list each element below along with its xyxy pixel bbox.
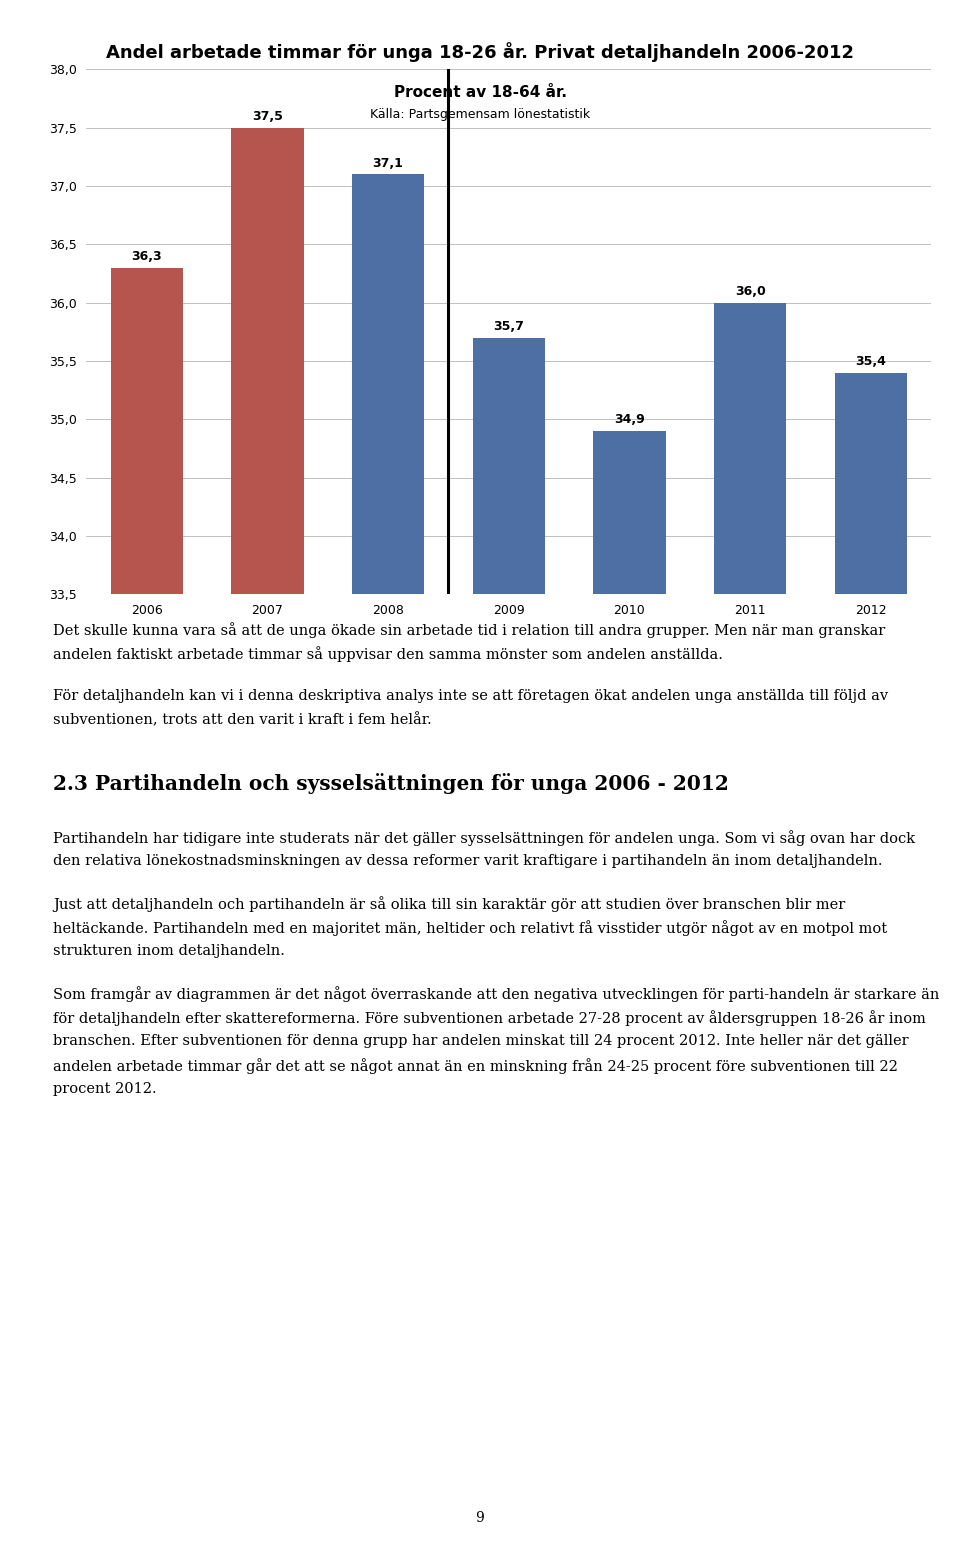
Text: Procent av 18-64 år.: Procent av 18-64 år.	[394, 85, 566, 100]
Text: 9: 9	[475, 1512, 485, 1525]
Bar	[714, 303, 786, 594]
Text: andelen arbetade timmar går det att se något annat än en minskning från 24-25 pr: andelen arbetade timmar går det att se n…	[53, 1058, 898, 1075]
Text: Källa: Partsgemensam lönestatistik: Källa: Partsgemensam lönestatistik	[370, 108, 590, 120]
Text: 36,3: 36,3	[132, 250, 162, 262]
Bar	[231, 128, 303, 594]
Text: procent 2012.: procent 2012.	[53, 1082, 156, 1096]
Text: 37,1: 37,1	[372, 157, 403, 170]
Bar	[472, 338, 545, 594]
Bar	[352, 174, 424, 594]
Bar	[110, 267, 183, 594]
Bar	[593, 431, 665, 594]
Text: subventionen, trots att den varit i kraft i fem helår.: subventionen, trots att den varit i kraf…	[53, 712, 432, 727]
Text: den relativa lönekostnadsminskningen av dessa reformer varit kraftigare i partih: den relativa lönekostnadsminskningen av …	[53, 854, 882, 868]
Text: 2.3 Partihandeln och sysselsättningen för unga 2006 - 2012: 2.3 Partihandeln och sysselsättningen fö…	[53, 774, 729, 795]
Text: 37,5: 37,5	[252, 110, 283, 124]
Text: för detaljhandeln efter skattereformerna. Före subventionen arbetade 27-28 proce: för detaljhandeln efter skattereformerna…	[53, 1010, 925, 1027]
Text: heltäckande. Partihandeln med en majoritet män, heltider och relativt få visstid: heltäckande. Partihandeln med en majorit…	[53, 920, 887, 936]
Text: Partihandeln har tidigare inte studerats när det gäller sysselsättningen för and: Partihandeln har tidigare inte studerats…	[53, 829, 915, 846]
Text: branschen. Efter subventionen för denna grupp har andelen minskat till 24 procen: branschen. Efter subventionen för denna …	[53, 1034, 908, 1048]
Bar	[834, 372, 907, 594]
Text: 35,4: 35,4	[855, 355, 886, 367]
Text: 35,7: 35,7	[493, 320, 524, 334]
Text: Det skulle kunna vara så att de unga ökade sin arbetade tid i relation till andr: Det skulle kunna vara så att de unga öka…	[53, 622, 885, 638]
Text: Just att detaljhandeln och partihandeln är så olika till sin karaktär gör att st: Just att detaljhandeln och partihandeln …	[53, 896, 845, 913]
Text: Som framgår av diagrammen är det något överraskande att den negativa utvecklinge: Som framgår av diagrammen är det något ö…	[53, 987, 939, 1002]
Text: Andel arbetade timmar för unga 18-26 år. Privat detaljhandeln 2006-2012: Andel arbetade timmar för unga 18-26 år.…	[106, 42, 854, 62]
Text: strukturen inom detaljhandeln.: strukturen inom detaljhandeln.	[53, 943, 285, 957]
Text: För detaljhandeln kan vi i denna deskriptiva analys inte se att företagen ökat a: För detaljhandeln kan vi i denna deskrip…	[53, 689, 888, 703]
Text: 34,9: 34,9	[614, 414, 645, 426]
Text: 36,0: 36,0	[734, 286, 765, 298]
Text: andelen faktiskt arbetade timmar så uppvisar den samma mönster som andelen anstä: andelen faktiskt arbetade timmar så uppv…	[53, 645, 723, 662]
